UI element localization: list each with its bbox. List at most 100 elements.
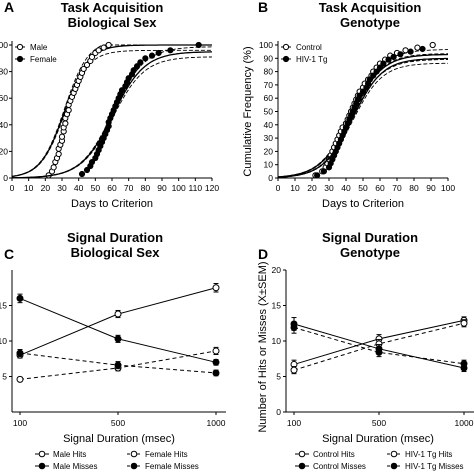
data-point bbox=[55, 150, 62, 158]
x-tick-label: 0 bbox=[10, 183, 15, 193]
y-tick-label: 40 bbox=[264, 120, 274, 130]
x-tick-label: 40 bbox=[341, 183, 351, 193]
legend-label: Control bbox=[296, 43, 322, 52]
x-tick-label: 10 bbox=[24, 183, 34, 193]
legend-label: Male Misses bbox=[53, 462, 97, 471]
chart-title-line: Task Acquisition bbox=[319, 0, 422, 15]
data-point bbox=[370, 72, 377, 79]
data-point bbox=[390, 53, 397, 61]
y-tick-label: 5 bbox=[2, 372, 7, 382]
data-point bbox=[83, 166, 91, 174]
data-point bbox=[290, 366, 298, 374]
x-tick-label: 100 bbox=[172, 183, 186, 193]
data-point bbox=[62, 120, 69, 127]
data-point bbox=[58, 133, 66, 140]
data-point bbox=[88, 158, 96, 166]
x-axis-label: Days to Criterion bbox=[71, 198, 153, 210]
x-tick-label: 60 bbox=[107, 183, 117, 193]
x-tick-label: 80 bbox=[409, 183, 419, 193]
x-tick-label: 70 bbox=[124, 183, 134, 193]
data-point bbox=[366, 76, 373, 83]
legend-label: Control Misses bbox=[313, 462, 366, 471]
x-tick-label: 1000 bbox=[455, 418, 474, 428]
y-tick-label: 20 bbox=[0, 146, 8, 156]
data-point bbox=[114, 310, 122, 318]
data-point bbox=[133, 63, 141, 70]
y-axis-label: Cumulative Frequency (%) bbox=[242, 46, 254, 176]
data-point bbox=[290, 324, 298, 332]
x-tick-label: 100 bbox=[287, 418, 301, 428]
data-point bbox=[105, 41, 112, 49]
series-line bbox=[293, 322, 465, 371]
data-point bbox=[212, 347, 220, 355]
data-point bbox=[356, 92, 363, 99]
panel-letter: D bbox=[258, 246, 268, 262]
data-point bbox=[83, 61, 91, 69]
legend-label: Female Hits bbox=[145, 450, 188, 459]
panel-letter: A bbox=[4, 0, 14, 15]
data-point bbox=[130, 67, 137, 74]
y-tick-label: 10 bbox=[0, 336, 7, 346]
fit-curve-lower bbox=[11, 49, 212, 177]
legend-label: Male Hits bbox=[53, 450, 86, 459]
chart-title-line: Signal Duration bbox=[322, 230, 418, 245]
y-tick-label: 90 bbox=[264, 53, 274, 63]
x-tick-label: 120 bbox=[205, 183, 219, 193]
data-point bbox=[385, 56, 392, 63]
data-point bbox=[16, 375, 24, 383]
legend-label: Female bbox=[30, 55, 57, 64]
fit-curve-upper bbox=[277, 53, 448, 178]
fit-curve-fit bbox=[278, 57, 448, 178]
data-point bbox=[414, 44, 421, 51]
data-point bbox=[195, 41, 202, 49]
chart-title-line: Genotype bbox=[340, 15, 400, 30]
data-point bbox=[314, 172, 321, 179]
legend-label: HIV-1 Tg Hits bbox=[405, 450, 452, 459]
data-point bbox=[320, 168, 327, 175]
data-point bbox=[50, 164, 57, 171]
legend-marker bbox=[390, 450, 398, 458]
x-axis-label: Days to Criterion bbox=[322, 198, 404, 210]
data-point bbox=[142, 55, 149, 62]
x-tick-label: 50 bbox=[358, 183, 368, 193]
y-tick-label: 30 bbox=[264, 133, 274, 143]
panel-letter: B bbox=[258, 0, 268, 15]
y-tick-label: 0 bbox=[276, 407, 281, 417]
y-tick-label: 60 bbox=[0, 93, 8, 103]
data-point bbox=[88, 53, 96, 61]
data-point bbox=[460, 319, 468, 327]
y-tick-label: 80 bbox=[264, 67, 274, 77]
data-point bbox=[419, 45, 426, 53]
data-point bbox=[429, 41, 436, 49]
data-point bbox=[118, 87, 126, 94]
chart-title-line: Task Acquisition bbox=[61, 0, 164, 15]
x-axis-label: Signal Duration (msec) bbox=[322, 433, 434, 445]
y-tick-label: 15 bbox=[0, 301, 7, 311]
data-point bbox=[380, 60, 387, 67]
x-tick-label: 100 bbox=[441, 183, 455, 193]
y-tick-label: 00 bbox=[0, 40, 8, 50]
panel-letter: C bbox=[4, 246, 14, 262]
x-tick-label: 50 bbox=[91, 183, 101, 193]
fit-curve-lower bbox=[277, 59, 448, 178]
y-tick-label: 10 bbox=[264, 160, 274, 170]
data-point bbox=[16, 349, 24, 357]
y-tick-label: 60 bbox=[264, 93, 274, 103]
x-tick-label: 70 bbox=[392, 183, 402, 193]
fit-curve-lower bbox=[277, 62, 448, 178]
data-point bbox=[402, 47, 409, 54]
y-tick-label: 0 bbox=[3, 173, 8, 183]
legend-marker bbox=[390, 462, 398, 470]
chart-title-line: Biological Sex bbox=[71, 245, 161, 260]
x-tick-label: 90 bbox=[426, 183, 436, 193]
legend-label: Control Hits bbox=[313, 450, 355, 459]
legend-marker bbox=[130, 450, 138, 458]
data-point bbox=[212, 369, 220, 377]
x-tick-label: 100 bbox=[13, 418, 27, 428]
series-line bbox=[19, 297, 217, 363]
x-tick-label: 10 bbox=[290, 183, 300, 193]
fit-curve-fit bbox=[277, 53, 449, 178]
